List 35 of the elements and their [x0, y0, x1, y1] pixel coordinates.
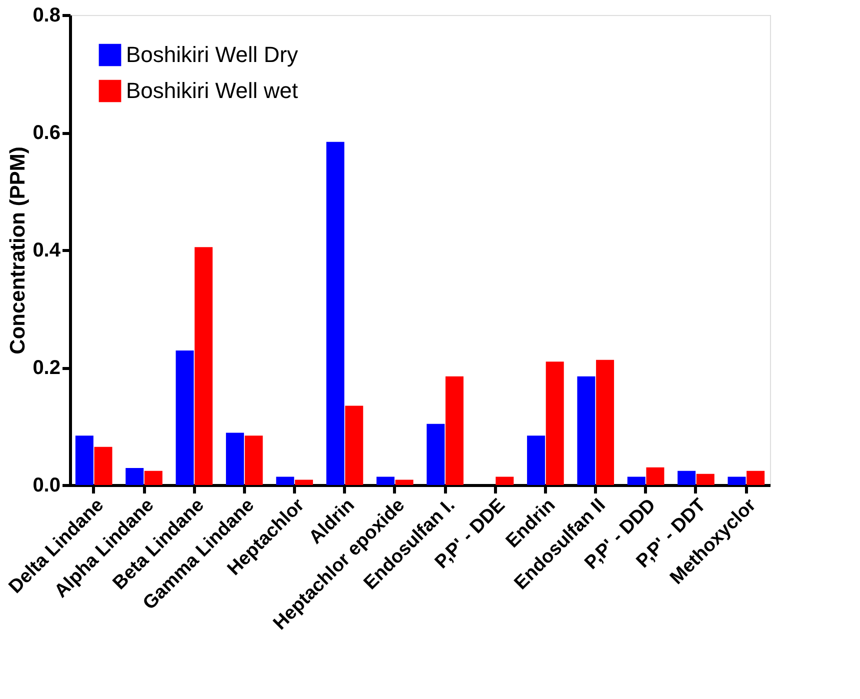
bar: [496, 476, 514, 485]
bar: [94, 446, 112, 485]
bar: [627, 476, 646, 485]
bar: [646, 467, 664, 485]
bar: [426, 424, 445, 485]
bar: [446, 376, 464, 485]
bar: [395, 480, 414, 485]
y-axis-title: Concentration (PPM): [6, 146, 30, 354]
bar: [546, 362, 564, 485]
y-tick-label: 0.8: [32, 4, 60, 26]
bar: [294, 480, 313, 485]
y-tick-label: 0.6: [32, 122, 60, 144]
bar: [746, 470, 765, 485]
bar: [126, 468, 144, 485]
bar: [596, 360, 614, 485]
bar: [326, 142, 344, 485]
bar: [144, 470, 162, 485]
bar: [345, 406, 364, 485]
bar: [244, 436, 263, 485]
bar: [194, 247, 213, 485]
bar: [527, 436, 546, 485]
legend-label: Boshikiri Well wet: [126, 78, 298, 103]
y-tick-label: 0.0: [32, 474, 60, 496]
bar: [376, 476, 394, 485]
bar: [728, 476, 746, 485]
bar: [577, 376, 596, 485]
bar: [75, 436, 94, 485]
y-tick-label: 0.4: [32, 240, 62, 262]
legend-label: Boshikiri Well Dry: [126, 42, 298, 67]
bar: [678, 470, 696, 485]
bar: [276, 476, 294, 485]
bar: [226, 432, 244, 485]
bar: [696, 474, 714, 485]
y-tick-label: 0.2: [32, 357, 60, 379]
bar: [176, 350, 194, 485]
